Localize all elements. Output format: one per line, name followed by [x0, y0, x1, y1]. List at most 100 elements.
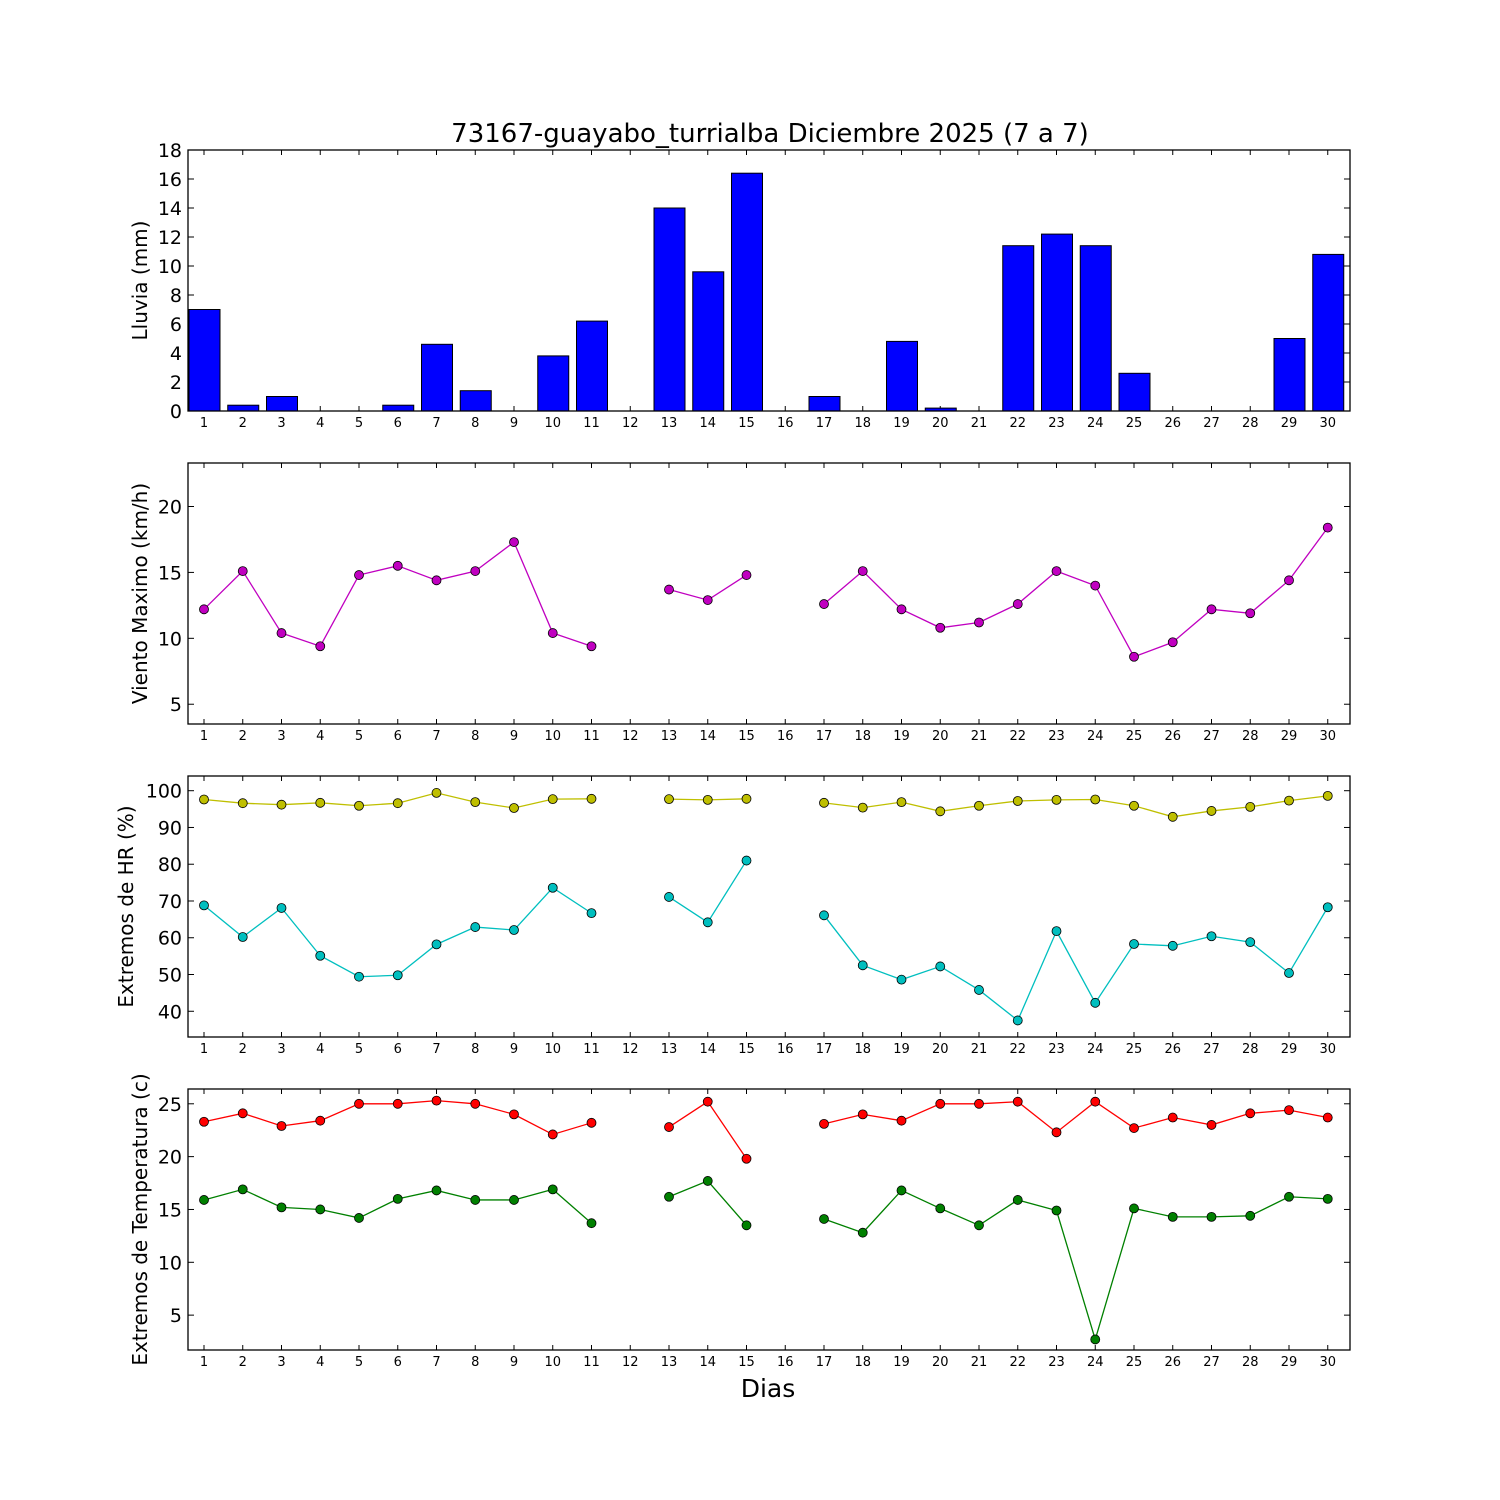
data-point [1167, 1112, 1178, 1123]
y-tick-label: 10 [158, 1252, 182, 1274]
y-tick-label: 50 [158, 965, 182, 987]
x-tick-label: 27 [1203, 1355, 1220, 1370]
data-point [354, 1098, 364, 1109]
data-point [509, 803, 519, 813]
x-tick-label: 16 [777, 729, 794, 744]
x-tick-label: 17 [816, 1042, 833, 1057]
data-point [470, 1195, 481, 1205]
x-tick-label: 26 [1164, 1355, 1181, 1370]
data-point [1284, 575, 1294, 586]
x-tick-label: 30 [1319, 729, 1336, 744]
data-point [1090, 1334, 1101, 1345]
x-axis-label: Dias [741, 1374, 796, 1403]
y-tick-label: 2 [170, 372, 182, 394]
x-tick-label: 25 [1126, 1042, 1143, 1057]
data-point [1284, 1191, 1294, 1202]
x-tick-label: 14 [699, 729, 716, 744]
data-point [819, 910, 829, 921]
data-point [509, 1109, 519, 1120]
data-point [392, 970, 403, 981]
data-point [237, 566, 248, 576]
x-tick-label: 26 [1164, 416, 1181, 431]
x-tick-label: 8 [471, 1355, 479, 1370]
x-tick-label: 18 [854, 1355, 871, 1370]
plot-frame [187, 775, 1351, 1038]
x-tick-label: 11 [583, 1355, 600, 1370]
data-point [974, 985, 984, 995]
x-tick-label: 7 [432, 416, 440, 431]
series-line-1 [823, 795, 1328, 818]
x-tick-label: 12 [622, 416, 639, 431]
x-tick-label: 13 [661, 416, 678, 431]
data-point [1245, 801, 1256, 812]
data-point [664, 892, 674, 902]
x-tick-label: 25 [1126, 1355, 1143, 1370]
x-tick-label: 17 [816, 1355, 833, 1370]
x-tick-label: 5 [355, 1355, 363, 1370]
data-point [819, 1118, 829, 1129]
data-point [276, 799, 287, 810]
x-tick-label: 4 [316, 729, 324, 744]
y-tick-label: 16 [158, 169, 182, 191]
data-point [1206, 931, 1217, 942]
data-point [276, 628, 287, 638]
x-tick-label: 29 [1281, 1042, 1298, 1057]
x-tick-label: 15 [738, 729, 755, 744]
x-tick-label: 1 [200, 1042, 208, 1057]
x-tick-label: 7 [432, 1042, 440, 1057]
rain-bar [421, 343, 453, 412]
rain-bar [1273, 338, 1306, 412]
data-point [1129, 651, 1139, 662]
rain-bar [537, 355, 570, 412]
rain-bar [1002, 245, 1035, 412]
data-point [1167, 1211, 1178, 1222]
data-point [547, 1184, 558, 1195]
data-point [547, 882, 558, 893]
x-tick-label: 28 [1242, 1042, 1259, 1057]
y-axis-label: Extremos de HR (%) [114, 805, 138, 1007]
x-tick-label: 11 [583, 1042, 600, 1057]
data-point [974, 1098, 984, 1109]
data-point [1245, 608, 1256, 619]
x-tick-label: 7 [432, 1355, 440, 1370]
series-line-2 [668, 1180, 747, 1226]
data-point [470, 797, 481, 807]
x-tick-label: 5 [355, 416, 363, 431]
rain-bar [1079, 245, 1112, 412]
rain-bar [731, 172, 763, 412]
data-point [586, 1218, 597, 1229]
series-line-1 [823, 1100, 1328, 1134]
x-tick-label: 9 [510, 1355, 518, 1370]
x-tick-label: 16 [777, 416, 794, 431]
rain-bar [808, 396, 841, 412]
data-point [1090, 794, 1101, 805]
data-point [857, 1227, 868, 1238]
data-point [509, 1195, 519, 1205]
data-point [431, 1095, 442, 1106]
data-point [935, 961, 946, 972]
rain-bar [227, 404, 260, 412]
data-point [1051, 1205, 1062, 1216]
data-point [702, 1096, 713, 1107]
y-tick-label: 10 [158, 628, 182, 650]
x-tick-label: 24 [1087, 416, 1104, 431]
x-tick-label: 16 [777, 1355, 794, 1370]
x-tick-label: 10 [544, 416, 561, 431]
data-point [199, 900, 209, 911]
rain-bar [1118, 372, 1151, 412]
x-tick-label: 5 [355, 1042, 363, 1057]
data-point [1090, 997, 1101, 1008]
data-point [1012, 796, 1023, 806]
y-tick-label: 18 [158, 140, 182, 162]
data-point [1167, 940, 1178, 951]
x-tick-label: 24 [1087, 729, 1104, 744]
x-tick-label: 6 [394, 416, 402, 431]
x-tick-label: 21 [971, 1355, 988, 1370]
rain-bar [1041, 233, 1073, 412]
data-point [431, 939, 442, 950]
y-tick-label: 80 [158, 854, 182, 876]
x-tick-label: 22 [1009, 416, 1026, 431]
data-point [935, 1203, 946, 1214]
